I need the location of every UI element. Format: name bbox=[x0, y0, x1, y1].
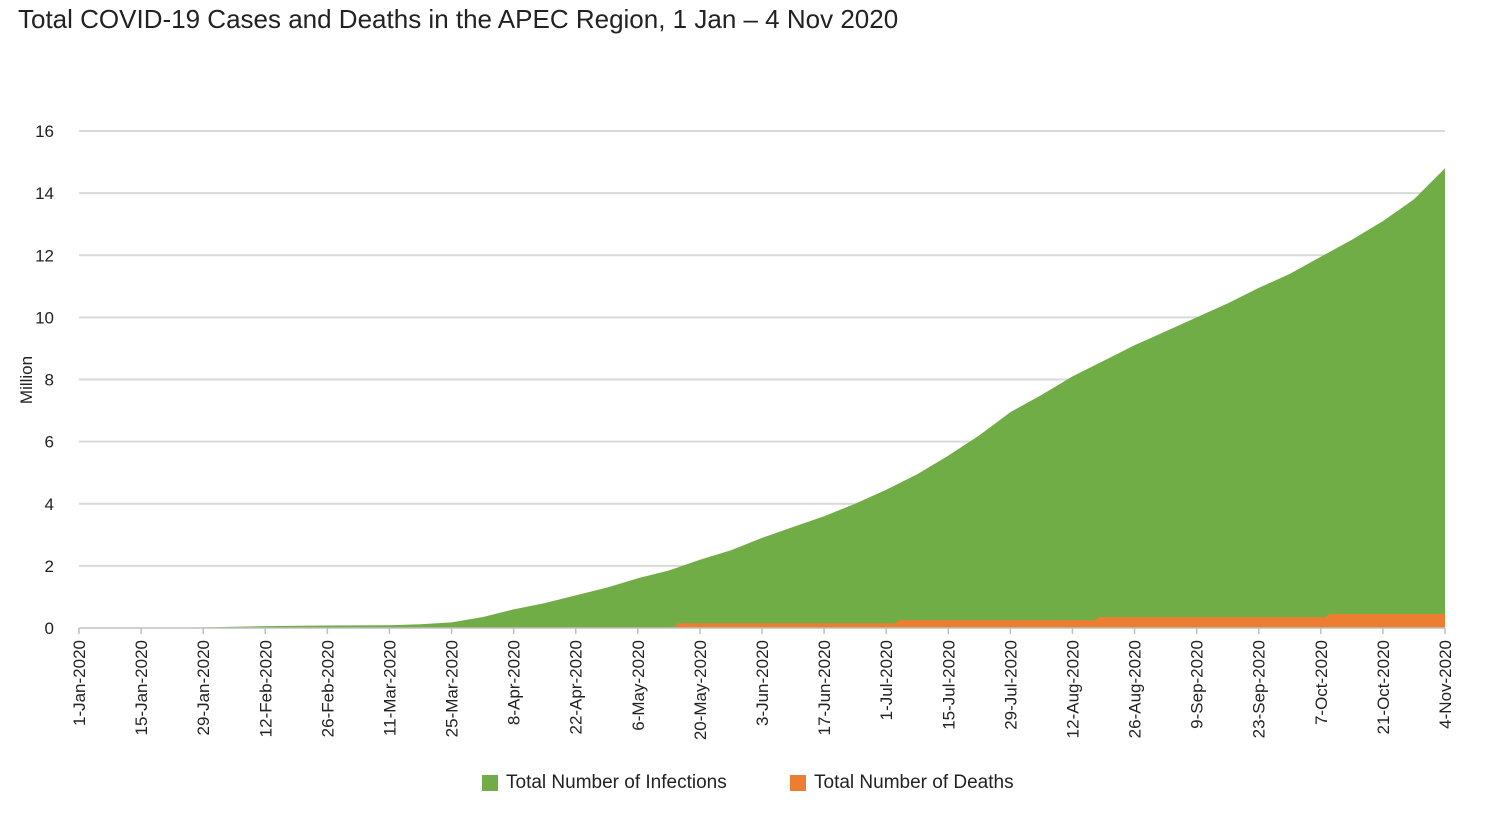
x-tick-label-6: 25-Mar-2020 bbox=[443, 640, 462, 737]
legend-label-infections: Total Number of Infections bbox=[506, 772, 727, 793]
x-tick-label-7: 8-Apr-2020 bbox=[505, 640, 524, 725]
x-tick-label-22: 4-Nov-2020 bbox=[1436, 640, 1455, 729]
chart-title: Total COVID-19 Cases and Deaths in the A… bbox=[18, 4, 899, 34]
legend-item-infections: Total Number of Infections bbox=[482, 772, 727, 794]
legend: Total Number of Infections Total Number … bbox=[0, 772, 1507, 798]
y-tick-label-4: 4 bbox=[45, 495, 54, 514]
x-tick-label-2: 29-Jan-2020 bbox=[194, 640, 213, 735]
series-area-deaths bbox=[79, 614, 1445, 628]
y-tick-label-16: 16 bbox=[35, 122, 54, 141]
y-axis-label: Million bbox=[17, 356, 36, 404]
x-tick-label-9: 6-May-2020 bbox=[629, 640, 648, 731]
x-tick-label-3: 12-Feb-2020 bbox=[256, 640, 275, 737]
x-tick-label-16: 12-Aug-2020 bbox=[1063, 640, 1082, 738]
x-tick-label-5: 11-Mar-2020 bbox=[380, 640, 399, 736]
x-tick-label-1: 15-Jan-2020 bbox=[132, 640, 151, 735]
x-tick-label-4: 26-Feb-2020 bbox=[318, 640, 337, 737]
x-tick-label-19: 23-Sep-2020 bbox=[1250, 640, 1269, 738]
legend-item-deaths: Total Number of Deaths bbox=[790, 772, 1014, 794]
x-tick-label-20: 7-Oct-2020 bbox=[1312, 640, 1331, 725]
series-area-infections bbox=[79, 168, 1445, 629]
x-tick-label-11: 3-Jun-2020 bbox=[753, 640, 772, 726]
y-tick-label-6: 6 bbox=[45, 433, 54, 452]
legend-swatch-infections bbox=[482, 775, 498, 791]
x-tick-label-10: 20-May-2020 bbox=[691, 640, 710, 740]
y-tick-label-0: 0 bbox=[45, 619, 54, 638]
y-tick-label-14: 14 bbox=[35, 184, 54, 203]
y-tick-label-8: 8 bbox=[45, 371, 54, 390]
legend-label-deaths: Total Number of Deaths bbox=[814, 772, 1014, 793]
x-tick-label-14: 15-Jul-2020 bbox=[939, 640, 958, 730]
area-layer bbox=[79, 168, 1445, 629]
x-tick-label-13: 1-Jul-2020 bbox=[877, 640, 896, 720]
x-tick-label-15: 29-Jul-2020 bbox=[1001, 640, 1020, 730]
x-tick-label-21: 21-Oct-2020 bbox=[1374, 640, 1393, 735]
x-tick-label-0: 1-Jan-2020 bbox=[70, 640, 89, 726]
x-tick-label-17: 26-Aug-2020 bbox=[1126, 640, 1145, 738]
x-tick-label-8: 22-Apr-2020 bbox=[567, 640, 586, 735]
x-tick-label-12: 17-Jun-2020 bbox=[815, 640, 834, 735]
y-tick-label-2: 2 bbox=[45, 557, 54, 576]
y-tick-label-12: 12 bbox=[35, 246, 54, 265]
legend-swatch-deaths bbox=[790, 775, 806, 791]
y-tick-label-10: 10 bbox=[35, 308, 54, 327]
x-tick-label-18: 9-Sep-2020 bbox=[1188, 640, 1207, 729]
axis-layer: 1-Jan-2020 15-Jan-2020 29-Jan-2020 12-Feb-2… bbox=[70, 627, 1455, 740]
